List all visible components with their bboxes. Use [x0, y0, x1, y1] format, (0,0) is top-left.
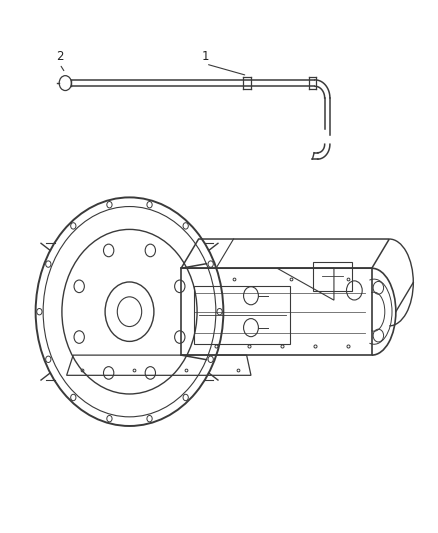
Text: 1: 1 — [202, 50, 210, 63]
Text: 2: 2 — [56, 50, 64, 63]
